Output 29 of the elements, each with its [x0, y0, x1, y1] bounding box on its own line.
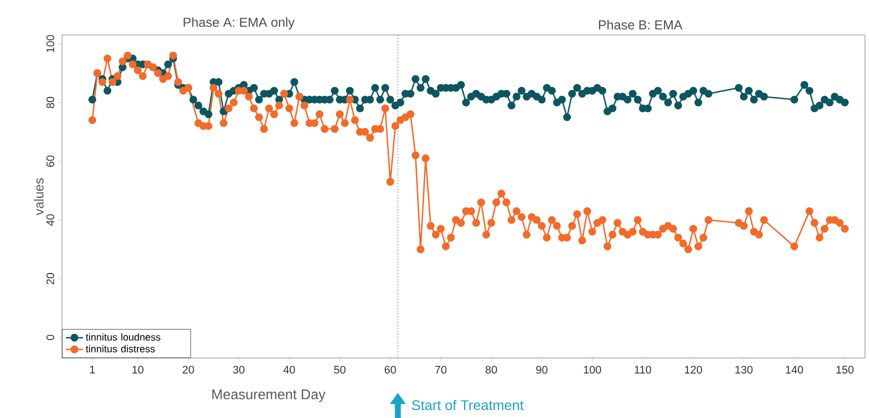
y-tick-label: 60 [46, 156, 54, 167]
x-tick-label: 80 [486, 366, 497, 374]
x-tick-label: 40 [283, 366, 295, 374]
x-tick-label: 110 [634, 366, 652, 374]
y-tick-label: 80 [46, 96, 54, 108]
x-tick-label: 130 [735, 366, 753, 374]
x-tick-label: 90 [536, 366, 548, 374]
y-tick-label: 100 [46, 35, 54, 52]
y-tick-label: 20 [46, 273, 54, 284]
x-tick-label: 100 [584, 366, 602, 374]
x-tick-label: 60 [384, 366, 396, 374]
x-tick-label: 70 [435, 366, 446, 374]
legend-label: tinnitus loudness [86, 333, 160, 341]
y-tick-label: 0 [46, 334, 54, 340]
text: Start of Treatment [412, 400, 524, 410]
y-tick-label: 40 [46, 214, 54, 226]
x-tick-label: 50 [334, 366, 346, 374]
x-tick-label: 10 [132, 366, 144, 374]
x-tick-label: 30 [233, 366, 244, 374]
x-tick-label: 20 [182, 366, 194, 374]
x-tick-label: 1 [90, 366, 95, 374]
text: Phase A: EMA only [184, 17, 295, 30]
y-axis-title: values [34, 178, 44, 216]
x-axis-title: Measurement Day [212, 390, 326, 402]
x-tick-label: 120 [684, 366, 702, 374]
text: Phase B: EMA [598, 20, 682, 30]
x-tick-label: 140 [786, 366, 804, 374]
legend-label: tinnitus distress [86, 345, 155, 352]
x-tick-label: 150 [836, 366, 854, 374]
